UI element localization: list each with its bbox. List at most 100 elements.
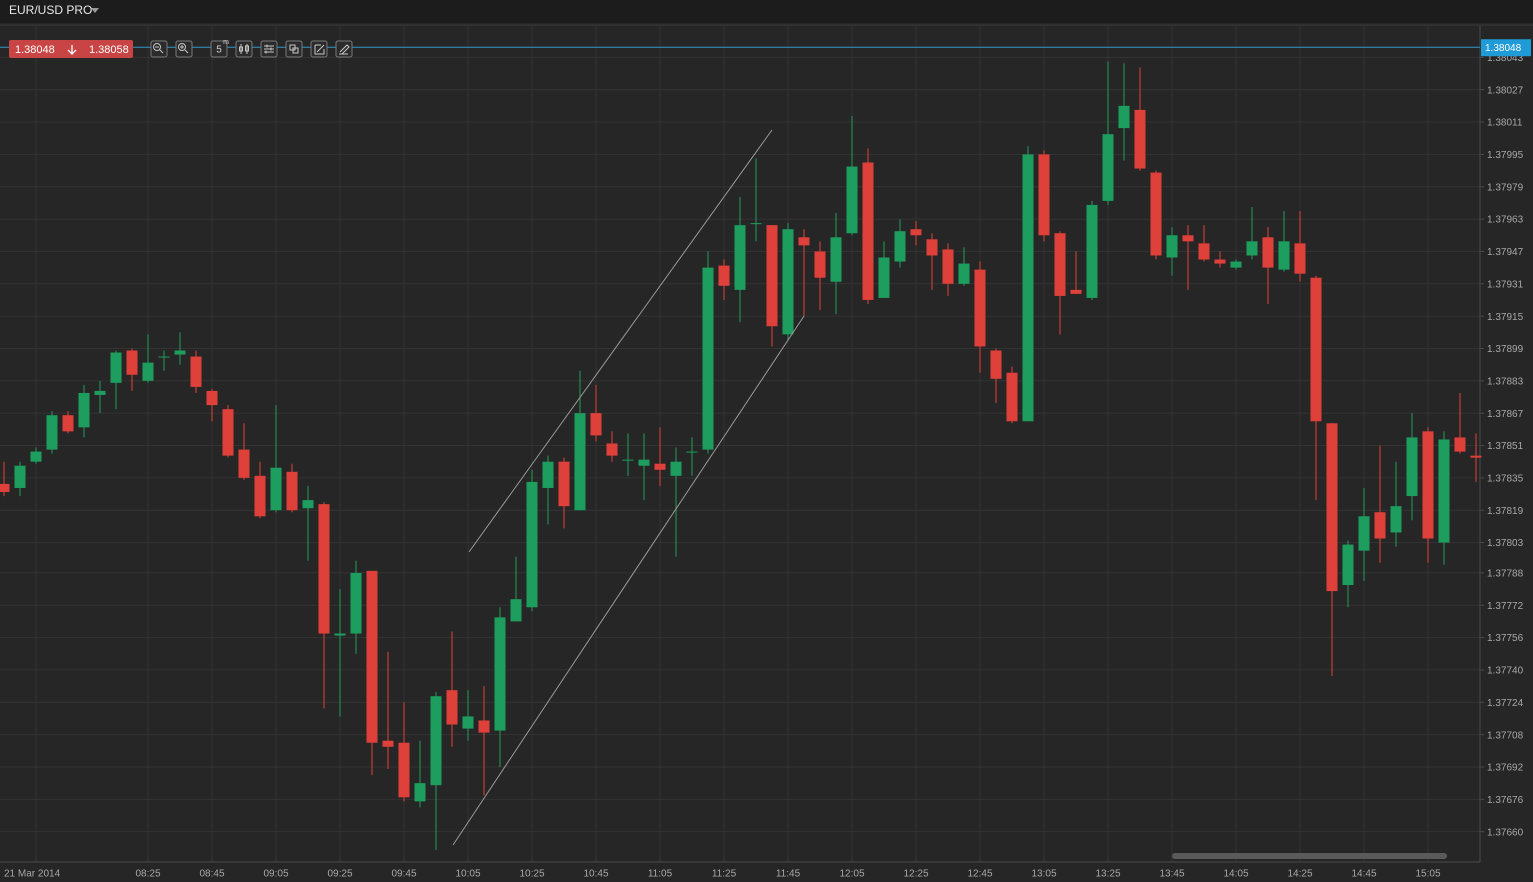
zoom-out-button[interactable] <box>150 40 168 58</box>
y-tick-label: 1.37931 <box>1487 279 1524 290</box>
candle-body <box>558 461 570 507</box>
x-tick-label: 21 Mar 2014 <box>4 869 61 880</box>
y-tick-label: 1.37995 <box>1487 150 1524 161</box>
y-tick-label: 1.37835 <box>1487 474 1524 485</box>
candle-body <box>62 415 74 432</box>
candle-body <box>254 475 266 517</box>
candle-body <box>1262 237 1274 268</box>
candle-body <box>1150 172 1162 256</box>
quote-badge-bg <box>9 40 133 58</box>
x-tick-label: 13:25 <box>1095 869 1120 880</box>
candle-body <box>94 390 106 395</box>
y-tick-label: 1.37724 <box>1487 698 1524 709</box>
candle-body <box>926 239 938 256</box>
scrollbar[interactable] <box>1172 853 1447 859</box>
y-tick-label: 1.37883 <box>1487 376 1524 387</box>
candle-body <box>846 166 858 234</box>
y-tick-label: 1.38027 <box>1487 85 1524 96</box>
candle-body <box>622 459 634 461</box>
y-tick-label: 1.37819 <box>1487 506 1524 517</box>
x-tick-label: 13:45 <box>1159 869 1184 880</box>
candle-body <box>510 599 522 622</box>
candle-body <box>574 413 586 511</box>
candle-body <box>1198 243 1210 260</box>
y-tick-label: 1.37772 <box>1487 601 1524 612</box>
candle-body <box>1102 134 1114 201</box>
candle-body <box>30 451 42 462</box>
candle-body <box>1006 372 1018 422</box>
candle-body <box>222 409 234 456</box>
candle-body <box>366 570 378 743</box>
x-tick-label: 15:05 <box>1415 869 1440 880</box>
candle-body <box>158 356 170 358</box>
candle-body <box>1070 289 1082 294</box>
x-tick-label: 10:05 <box>455 869 480 880</box>
candle-body <box>0 483 10 493</box>
bid-price: 1.38048 <box>15 44 55 56</box>
x-tick-label: 09:05 <box>263 869 288 880</box>
candle-body <box>206 390 218 406</box>
candle-body <box>478 720 490 733</box>
last-price-label: 1.38048 <box>1485 43 1522 54</box>
candle-body <box>942 249 954 284</box>
interval-value: 5 <box>216 45 222 56</box>
erase-button[interactable] <box>335 40 353 58</box>
x-tick-label: 12:45 <box>967 869 992 880</box>
candle-body <box>702 267 714 450</box>
candle-body <box>862 162 874 300</box>
candle-body <box>334 633 346 636</box>
indicators-button[interactable] <box>260 40 278 58</box>
x-tick-label: 12:05 <box>839 869 864 880</box>
candle-body <box>974 269 986 347</box>
candle-body <box>1214 259 1226 264</box>
candle-body <box>1246 241 1258 256</box>
candle-body <box>430 696 442 786</box>
candle-body <box>1406 437 1418 497</box>
candle-body <box>830 237 842 282</box>
y-tick-label: 1.37692 <box>1487 763 1524 774</box>
candle-body <box>606 443 618 456</box>
candle-body <box>1326 423 1338 592</box>
candle-body <box>1022 154 1034 422</box>
draw-button[interactable] <box>310 40 328 58</box>
candle-body <box>1054 233 1066 296</box>
compare-button[interactable] <box>285 40 303 58</box>
candle-body <box>270 467 282 511</box>
candle-body <box>878 257 890 298</box>
interval-unit: m <box>223 39 229 46</box>
interval-button[interactable]: 5 m <box>210 39 229 58</box>
candle-body <box>1470 455 1482 458</box>
last-price-badge <box>1481 39 1531 57</box>
candle-body <box>1134 109 1146 169</box>
chart-type-button[interactable] <box>235 40 253 58</box>
trend-line[interactable] <box>468 129 773 553</box>
y-tick-label: 1.37708 <box>1487 730 1524 741</box>
zoom-in-button[interactable] <box>175 40 193 58</box>
candle-body <box>798 237 810 246</box>
y-tick-label: 1.37740 <box>1487 666 1524 677</box>
candle-body <box>238 449 250 478</box>
candle-body <box>302 500 314 509</box>
candle-body <box>350 572 362 634</box>
candle-body <box>174 350 186 355</box>
y-tick-label: 1.37947 <box>1487 247 1524 258</box>
y-tick-label: 1.37851 <box>1487 441 1524 452</box>
candle-body <box>382 740 394 747</box>
candle-body <box>494 617 506 731</box>
candle-body <box>910 229 922 236</box>
symbol-title[interactable]: EUR/USD PRO <box>9 3 92 17</box>
candle-body <box>782 229 794 335</box>
candle-body <box>1182 235 1194 242</box>
candle-body <box>654 463 666 470</box>
candle-body <box>686 451 698 453</box>
quote-badge[interactable]: 1.38048 1.38058 <box>9 40 133 58</box>
candle-body <box>750 223 762 225</box>
candle-body <box>142 362 154 381</box>
x-tick-label: 09:25 <box>327 869 352 880</box>
trend-line[interactable] <box>452 315 805 846</box>
symbol-dropdown[interactable] <box>91 8 99 13</box>
direction-arrow <box>67 45 77 55</box>
candle-body <box>126 350 138 375</box>
candle-body <box>46 415 58 450</box>
